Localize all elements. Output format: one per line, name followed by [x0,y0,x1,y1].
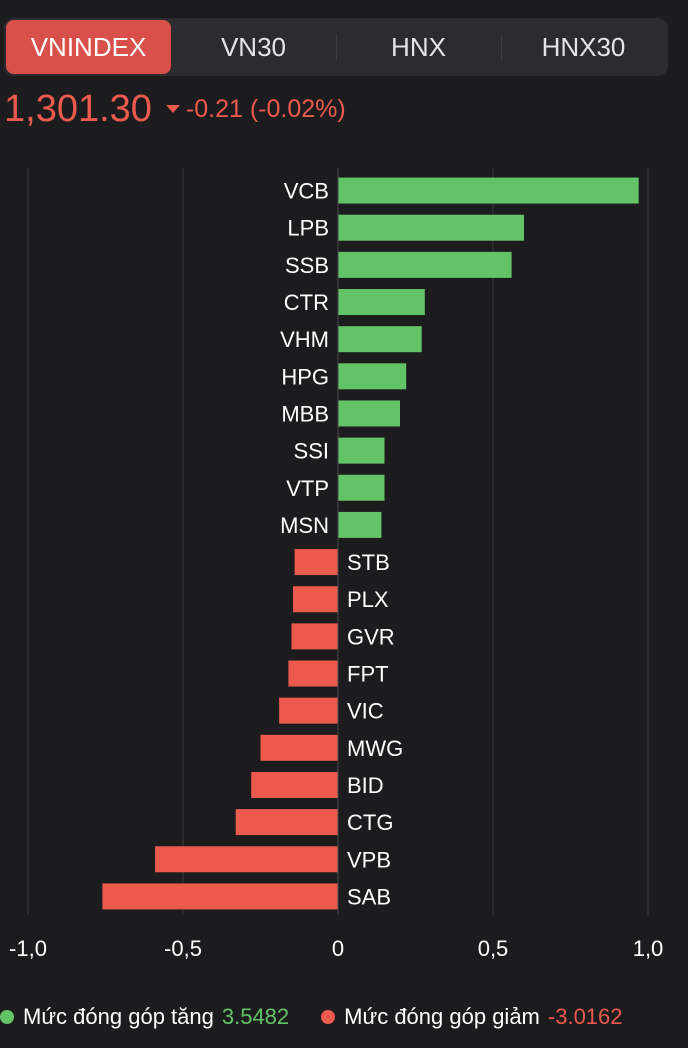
category-label: BID [347,773,384,798]
bar-ctg[interactable] [235,809,338,836]
category-label: CTR [284,290,329,315]
category-label: STB [347,550,390,575]
index-change: -0.21 (-0.02%) [185,94,346,123]
bar-fpt[interactable] [288,660,338,687]
legend-up: Mức đóng góp tăng 3.5482 [0,1004,289,1030]
chart-legend: Mức đóng góp tăng 3.5482 Mức đóng góp gi… [0,998,688,1036]
category-label: LPB [287,216,329,241]
index-tabs: VNINDEX VN30 HNX HNX30 [4,18,668,76]
tab-hnx30[interactable]: HNX30 [501,20,666,74]
index-quote: 1,301.30 -0.21 (-0.02%) [4,84,346,134]
category-label: GVR [347,624,395,649]
category-label: CTG [347,810,393,835]
bar-gvr[interactable] [291,623,339,650]
bar-plx[interactable] [293,586,338,613]
category-label: VIC [347,699,384,724]
down-arrow-icon [165,105,180,113]
x-tick-label: -0,5 [164,936,202,961]
x-tick-label: -1,0 [9,936,47,961]
bar-stb[interactable] [294,549,338,576]
category-label: FPT [347,662,389,687]
category-label: SSI [294,439,329,464]
bar-vcb[interactable] [338,177,639,204]
bar-vtp[interactable] [338,474,385,501]
bar-lpb[interactable] [338,214,524,241]
x-tick-label: 1,0 [633,936,664,961]
legend-up-dot [0,1010,14,1024]
legend-down-label: Mức đóng góp giảm [344,1004,540,1029]
tab-vnindex[interactable]: VNINDEX [6,20,171,74]
legend-down: Mức đóng góp giảm -3.0162 [321,1004,623,1030]
category-label: MWG [347,736,403,761]
category-label: VTP [286,476,329,501]
legend-down-dot [321,1010,336,1024]
bar-bid[interactable] [251,771,338,798]
category-label: MBB [281,401,329,426]
tab-vn30[interactable]: VN30 [220,31,287,62]
bar-vhm[interactable] [338,326,422,353]
category-label: MSN [280,513,329,538]
bar-ctr[interactable] [338,289,425,316]
category-label: VHM [280,327,329,352]
tab-hnx[interactable]: HNX [336,20,501,74]
bar-sab[interactable] [102,883,339,910]
contribution-chart: -1,0 -0,5 0 0,5 1,0 VCB LPB SSB CTR VHM HPG MBB SSI V… [9,168,664,961]
bar-ssb[interactable] [338,251,512,278]
bar-msn[interactable] [338,511,382,538]
category-label: SAB [347,884,391,909]
category-label: VCB [284,179,329,204]
bar-hpg[interactable] [338,363,407,390]
x-tick-label: 0 [332,936,344,961]
bar-mbb[interactable] [338,400,400,427]
legend-up-value: 3.5482 [221,1004,290,1029]
bar-mwg[interactable] [260,734,339,761]
legend-down-value: -3.0162 [547,1004,623,1029]
bar-ssi[interactable] [338,437,385,464]
x-tick-label: 0,5 [478,936,509,961]
category-label: HPG [281,364,329,389]
legend-up-label: Mức đóng góp tăng [23,1004,214,1029]
category-label: PLX [347,587,389,612]
index-price: 1,301.30 [4,87,152,130]
category-label: VPB [347,847,391,872]
bar-vpb[interactable] [155,846,338,873]
category-label: SSB [285,253,329,278]
bar-vic[interactable] [279,697,338,724]
